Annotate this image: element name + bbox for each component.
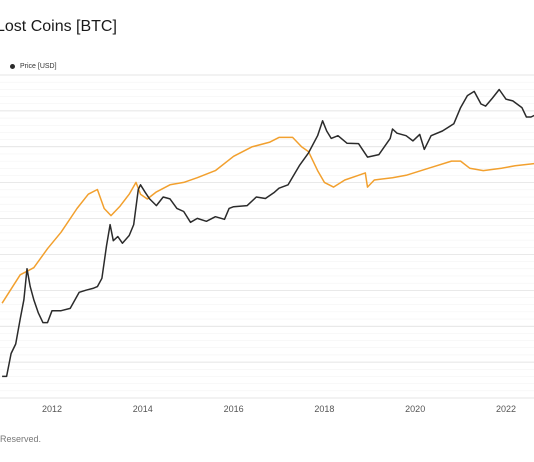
x-tick-label: 2018 bbox=[314, 404, 334, 414]
x-tick-label: 2012 bbox=[42, 404, 62, 414]
chart-title: Lost Coins [BTC] bbox=[0, 18, 117, 35]
x-tick-label: 2016 bbox=[224, 404, 244, 414]
grid bbox=[0, 74, 534, 399]
x-tick-label: 2022 bbox=[496, 404, 516, 414]
legend: Price [USD] bbox=[10, 63, 57, 70]
legend-label-price: Price [USD] bbox=[20, 63, 57, 70]
x-axis: 2012 2014 2016 2018 2020 2022 bbox=[42, 404, 516, 414]
footer-copyright: Reserved. bbox=[0, 434, 42, 444]
series-line-lost-coins bbox=[1, 136, 534, 304]
x-tick-label: 2020 bbox=[405, 404, 425, 414]
legend-marker bbox=[10, 64, 15, 69]
x-tick-label: 2014 bbox=[133, 404, 153, 414]
series-line-price bbox=[2, 88, 534, 378]
